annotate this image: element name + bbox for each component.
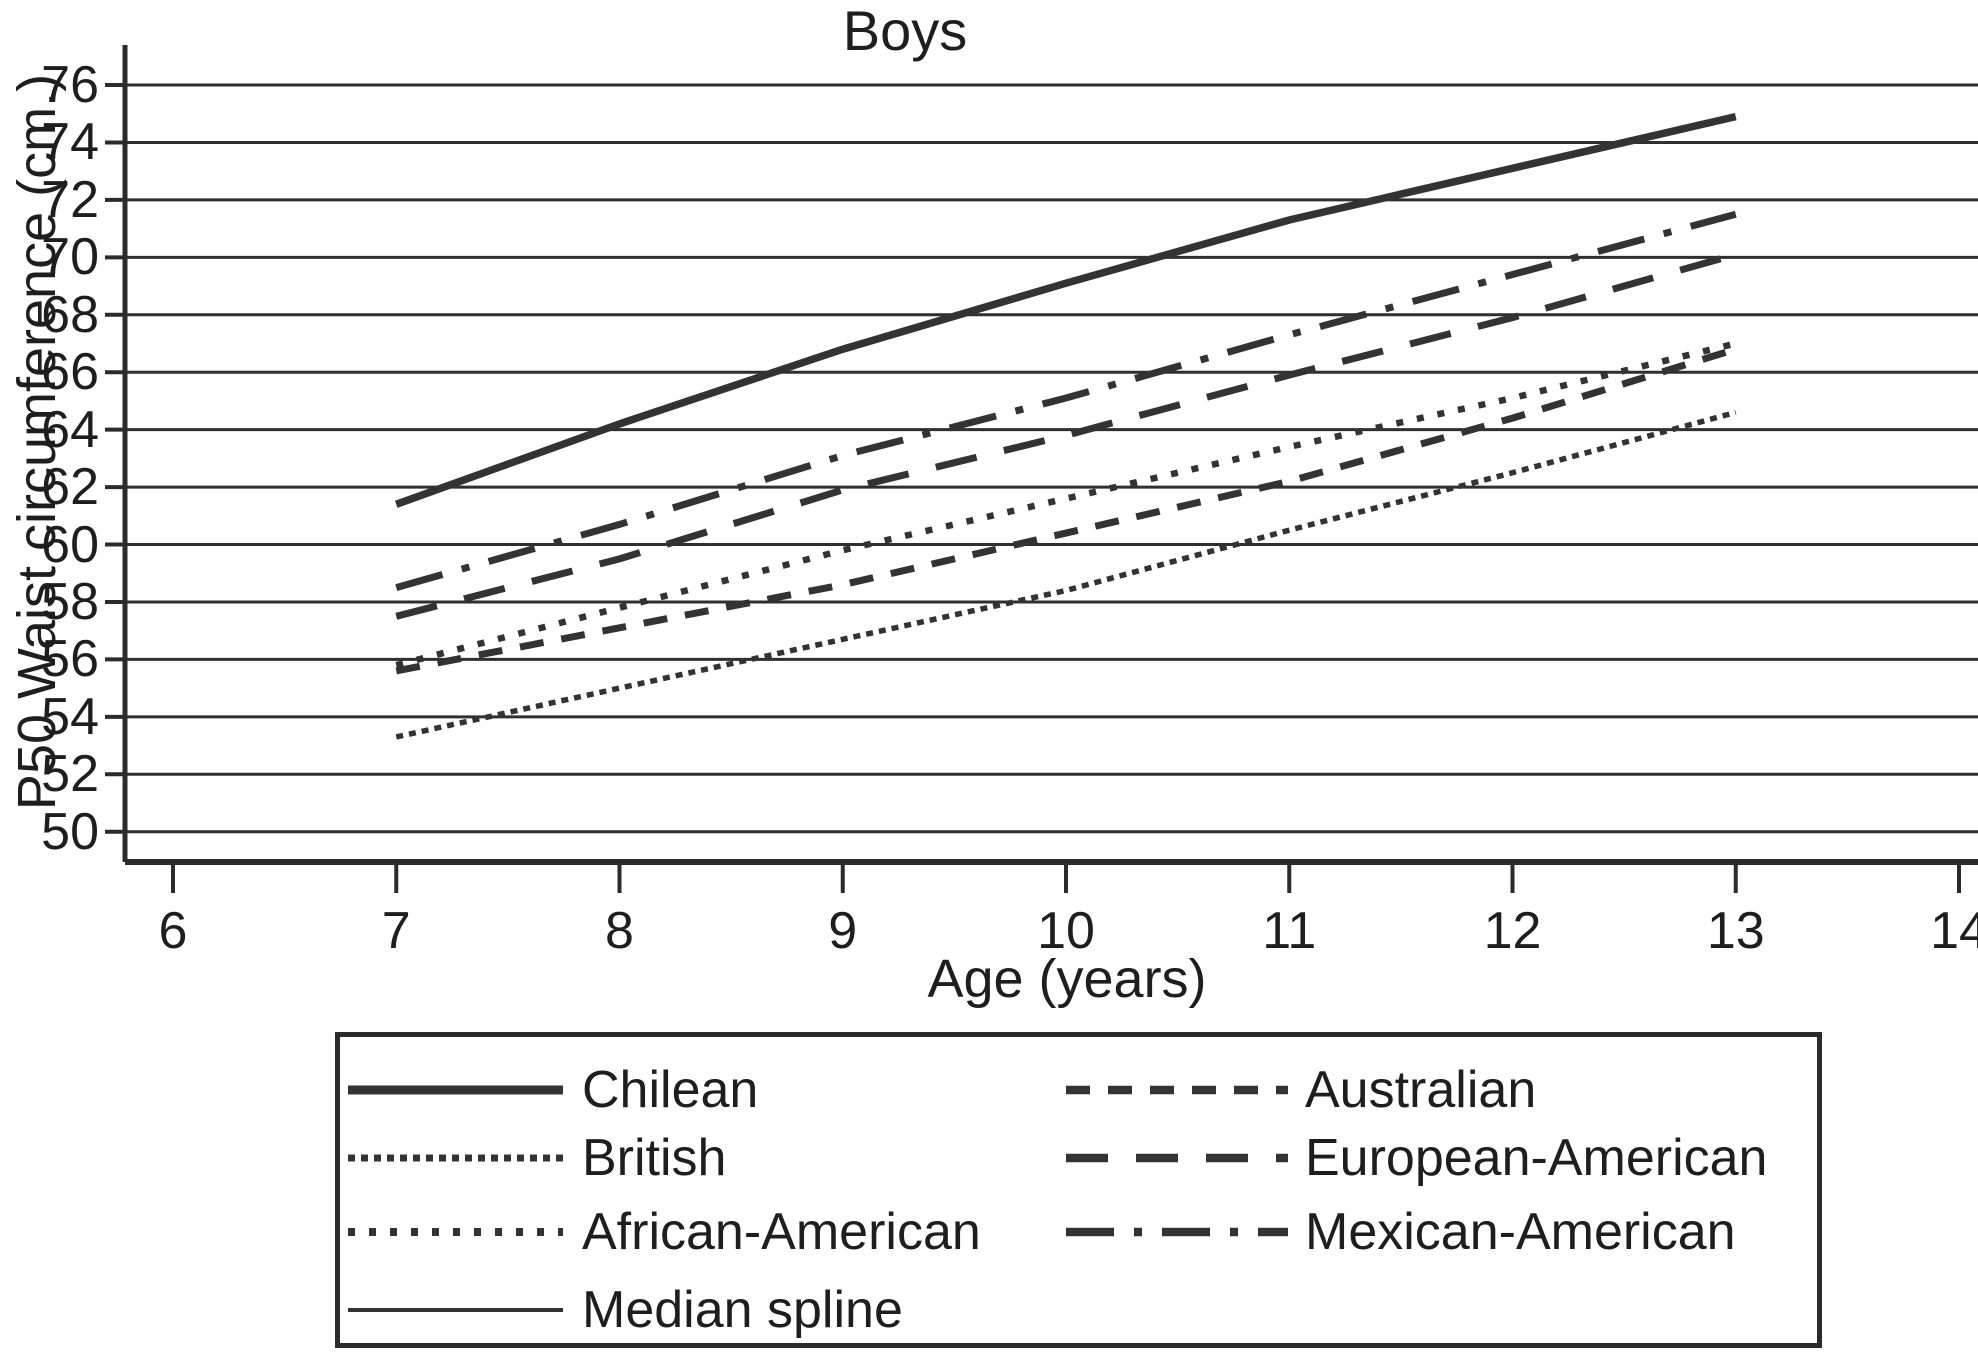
legend-line-sample xyxy=(348,1085,563,1095)
y-tick-label: 74 xyxy=(41,113,99,172)
y-tick-label: 52 xyxy=(41,745,99,804)
x-tick-label: 9 xyxy=(828,902,858,960)
y-tick-label: 72 xyxy=(41,170,99,229)
series-line-british xyxy=(395,409,1737,740)
series-line-african-american xyxy=(395,340,1737,669)
legend-label: Median spline xyxy=(582,1281,903,1339)
y-tick-label: 54 xyxy=(41,687,99,746)
x-tick-label: 12 xyxy=(1483,902,1542,960)
legend-line-sample xyxy=(1066,1085,1288,1095)
legend-item-european-american: European-American xyxy=(340,1129,1817,1187)
x-tick-label: 11 xyxy=(1262,902,1317,960)
series-line-european-american xyxy=(395,251,1737,620)
y-tick-label: 64 xyxy=(41,400,99,459)
legend-line-sample xyxy=(1066,1153,1288,1163)
legend-label: British xyxy=(582,1129,727,1187)
legend: Chilean British African-American Median spl… xyxy=(335,1032,1822,1348)
legend-label: African-American xyxy=(582,1203,981,1261)
y-tick-label: 66 xyxy=(41,343,99,402)
legend-label: Chilean xyxy=(582,1061,759,1119)
x-tick-label: 7 xyxy=(381,902,411,960)
y-tick-label: 62 xyxy=(41,458,99,517)
legend-label: European-American xyxy=(1305,1129,1768,1187)
x-tick-label: 14 xyxy=(1930,902,1978,960)
x-tick-label: 10 xyxy=(1037,902,1095,960)
y-tick-label: 60 xyxy=(41,515,99,574)
series-line-mexican-american xyxy=(395,210,1737,591)
y-tick-label: 56 xyxy=(41,630,99,689)
y-tick-label: 50 xyxy=(41,802,99,861)
legend-item-african-american: African-American xyxy=(340,1203,1817,1261)
legend-item-british: British xyxy=(340,1129,1817,1187)
legend-line-sample xyxy=(348,1154,563,1162)
x-tick-label: 6 xyxy=(158,902,188,960)
legend-item-mexican-american: Mexican-American xyxy=(340,1203,1817,1261)
series-line-australian xyxy=(395,345,1737,675)
x-tick-label: 8 xyxy=(605,902,634,960)
legend-item-australian: Australian xyxy=(340,1061,1817,1119)
legend-line-sample xyxy=(348,1308,563,1312)
x-tick-label: 13 xyxy=(1706,902,1765,960)
legend-item-median-spline: Median spline xyxy=(340,1281,1817,1339)
series-line-chilean xyxy=(394,112,1737,508)
y-tick-label: 58 xyxy=(41,572,99,631)
y-tick-label: 70 xyxy=(41,228,99,287)
legend-line-sample xyxy=(348,1228,563,1236)
legend-label: Mexican-American xyxy=(1305,1203,1736,1261)
legend-line-sample xyxy=(1066,1227,1288,1237)
chart-title: Boys xyxy=(842,0,968,62)
legend-item-chilean: Chilean xyxy=(340,1061,1817,1119)
x-axis-title: Age (years) xyxy=(927,949,1207,1009)
y-tick-label: 76 xyxy=(41,56,99,114)
legend-label: Australian xyxy=(1305,1061,1537,1119)
y-tick-label: 68 xyxy=(41,285,99,344)
